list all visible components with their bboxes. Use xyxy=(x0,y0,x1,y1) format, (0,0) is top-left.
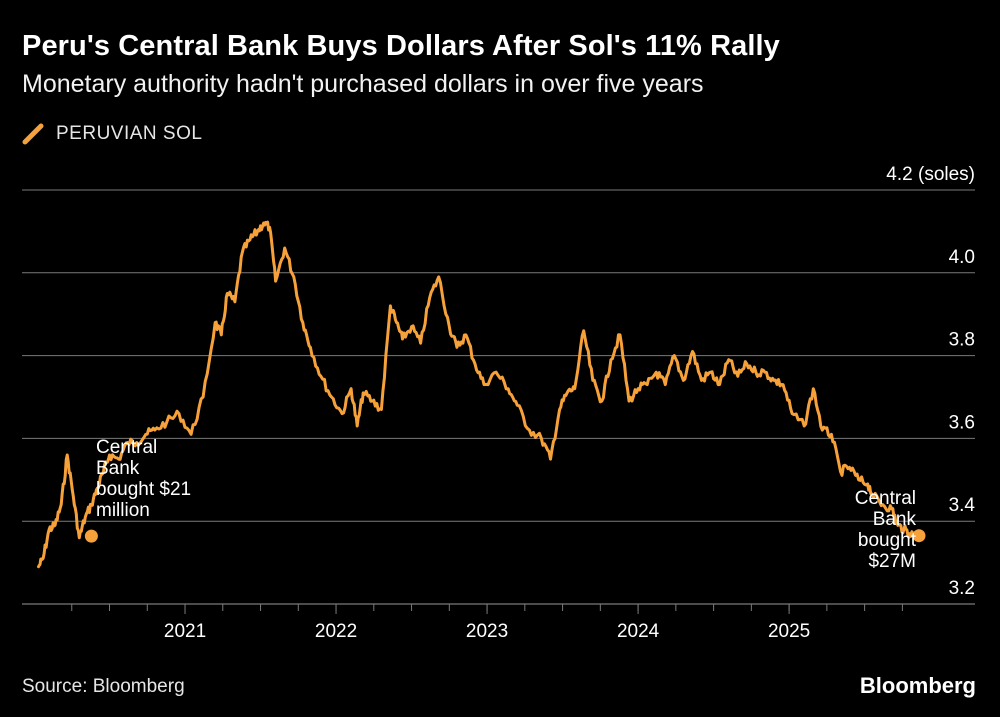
annotation-right-line: Central xyxy=(854,488,916,509)
chart-subtitle: Monetary authority hadn't purchased doll… xyxy=(22,70,704,98)
x-tick-label: 2024 xyxy=(617,621,660,642)
annotation-left-line: bought $21 xyxy=(96,479,192,500)
y-tick-label: 3.4 xyxy=(949,495,976,516)
y-tick-label: 4.2 (soles) xyxy=(886,164,975,185)
y-tick-label: 3.2 xyxy=(949,578,975,599)
y-tick-label: 3.8 xyxy=(949,330,975,351)
legend: PERUVIAN SOL xyxy=(22,122,202,146)
annotation-right-line: bought xyxy=(857,530,916,551)
legend-swatch-icon xyxy=(22,123,44,145)
series-line-peruvian-sol xyxy=(37,220,918,569)
annotation-right-line: Bank xyxy=(872,509,916,530)
chart-title: Peru's Central Bank Buys Dollars After S… xyxy=(22,30,780,62)
annotation-left: Central Bank bought $21 million xyxy=(96,437,191,521)
x-tick-label: 2025 xyxy=(768,621,810,642)
y-tick-label: 4.0 xyxy=(949,247,975,268)
x-tick-label: 2022 xyxy=(315,621,357,642)
source-note: Source: Bloomberg xyxy=(22,676,185,697)
event-marker xyxy=(912,529,926,543)
legend-label: PERUVIAN SOL xyxy=(56,123,203,144)
event-marker xyxy=(84,529,98,543)
y-tick-label: 3.6 xyxy=(949,412,975,433)
annotation-left-line: million xyxy=(96,500,150,521)
annotation-left-line: Bank xyxy=(96,458,140,479)
annotation-right-line: $27M xyxy=(868,551,916,572)
x-tick-label: 2023 xyxy=(466,621,508,642)
x-tick-label: 2021 xyxy=(164,621,206,642)
annotation-right: Central Bank bought $27M xyxy=(838,488,916,572)
bloomberg-logo: Bloomberg xyxy=(859,673,976,698)
annotation-left-line: Central xyxy=(96,437,158,458)
